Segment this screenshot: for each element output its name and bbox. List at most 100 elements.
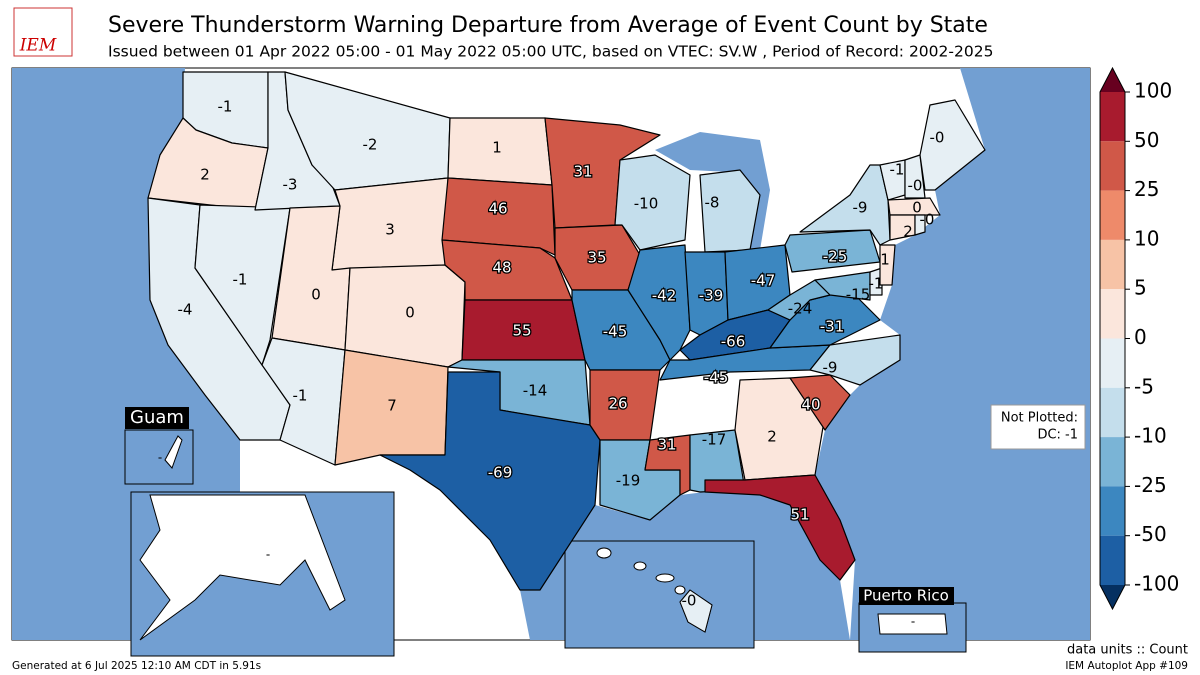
state-value-label: -0 xyxy=(682,592,697,610)
state-value-label: -1 xyxy=(233,271,248,289)
state xyxy=(379,371,601,591)
colorbar-tick-label: -50 xyxy=(1134,522,1167,546)
colorbar-under xyxy=(1100,585,1125,609)
state xyxy=(704,474,856,581)
state-value-label: 3 xyxy=(385,221,395,239)
state-value-label: 0 xyxy=(405,304,415,322)
colorbar-tick-label: 50 xyxy=(1134,128,1159,152)
colorbar-segment xyxy=(1100,190,1125,240)
state-value-label: 31 xyxy=(657,436,676,454)
state-value-label: -3 xyxy=(283,176,298,194)
state-value-label: 7 xyxy=(387,397,397,415)
hawaii-inset xyxy=(564,540,755,649)
state-value-label: -25 xyxy=(823,248,848,266)
colorbar-segment xyxy=(1100,338,1125,388)
logo: IEM xyxy=(13,7,73,57)
state-value-label: -1 xyxy=(869,275,884,293)
state-value-label: 51 xyxy=(790,506,809,524)
state-value-label: 35 xyxy=(587,249,606,267)
state-value-label: 46 xyxy=(488,200,507,218)
state-value-label: -1 xyxy=(293,387,308,405)
subtitle: Issued between 01 Apr 2022 05:00 - 01 Ma… xyxy=(108,43,993,61)
state-value-label: -9 xyxy=(823,359,838,377)
alaska-label: - xyxy=(266,548,270,562)
state-value-label: -14 xyxy=(523,382,548,400)
colorbar-segment xyxy=(1100,92,1125,142)
state-value-label: 26 xyxy=(608,395,627,413)
state-value-label: -8 xyxy=(705,194,720,212)
state xyxy=(784,229,881,273)
state-value-label: -66 xyxy=(721,333,746,351)
state-value-label: 55 xyxy=(512,322,531,340)
state-value-label: -15 xyxy=(846,286,871,304)
state-value-label: -0 xyxy=(930,129,945,147)
state-value-label: -69 xyxy=(488,464,513,482)
state-value-label: -9 xyxy=(853,199,868,217)
colorbar-tick-label: 10 xyxy=(1134,226,1159,250)
state xyxy=(699,169,761,253)
guam-label: - xyxy=(158,451,162,465)
guam-land xyxy=(164,435,183,469)
colorbar-tick-label: 100 xyxy=(1134,79,1172,103)
colorbar-segment xyxy=(1100,141,1125,191)
state-value-label: -2 xyxy=(363,136,378,154)
state-value-label: -19 xyxy=(616,472,641,490)
state xyxy=(869,267,883,296)
colorbar-tick-label: -10 xyxy=(1134,424,1167,448)
colorbar-tick-label: 0 xyxy=(1134,325,1147,349)
state-value-label: 0 xyxy=(311,286,321,304)
colorbar-segment xyxy=(1100,239,1125,290)
state-value-label: -47 xyxy=(751,272,776,290)
state-value-label: 48 xyxy=(492,259,511,277)
state-value-label: -0 xyxy=(920,211,935,229)
colorbar-over xyxy=(1100,68,1125,92)
guam-title-bg xyxy=(125,407,189,429)
state-value-label: -42 xyxy=(652,287,677,305)
state-value-label: 2 xyxy=(767,428,777,446)
pr-title-bg xyxy=(859,587,954,605)
state-value-label: 0 xyxy=(912,199,922,217)
pr-land xyxy=(877,613,948,635)
state-value-label: 1 xyxy=(492,139,502,157)
state-value-label: -1 xyxy=(218,98,233,116)
note-box xyxy=(990,404,1086,450)
state-value-label: -45 xyxy=(704,369,729,387)
colorbar-tick-label: 25 xyxy=(1134,177,1159,201)
state-value-label: -0 xyxy=(908,177,923,195)
colorbar-segment xyxy=(1100,289,1125,339)
state xyxy=(887,197,941,216)
state-value-label: -10 xyxy=(634,195,659,213)
colorbar-segment xyxy=(1100,535,1125,585)
state-value-label: 40 xyxy=(801,396,820,414)
colorbar-tick-label: -100 xyxy=(1134,572,1179,596)
state-value-label: 31 xyxy=(573,163,592,181)
generated: Generated at 6 Jul 2025 12:10 AM CDT in … xyxy=(12,660,261,672)
colorbar-segment xyxy=(1100,387,1125,438)
state xyxy=(441,177,556,256)
alaska-land xyxy=(139,494,346,641)
guam-title: Guam xyxy=(130,407,184,428)
title: Severe Thunderstorm Warning Departure fr… xyxy=(108,13,988,38)
colorbar-segment xyxy=(1100,486,1125,536)
colorbar-tick-label: -5 xyxy=(1134,374,1154,398)
state-value-label: 2 xyxy=(903,223,913,241)
state-value-label: 1 xyxy=(880,251,890,269)
app-label: IEM Autoplot App #109 xyxy=(1065,660,1188,672)
state-value-label: -31 xyxy=(820,318,845,336)
state-value-label: -24 xyxy=(788,300,813,318)
pr-label: - xyxy=(911,615,915,629)
colorbar-segment xyxy=(1100,437,1125,487)
state-value-label: -1 xyxy=(890,161,905,179)
note-line: Not Plotted: xyxy=(1001,411,1078,426)
state xyxy=(679,589,713,633)
state xyxy=(614,154,691,251)
state-value-label: -4 xyxy=(178,301,193,319)
state xyxy=(879,244,896,286)
pr-title: Puerto Rico xyxy=(863,587,949,605)
colorbar-tick-label: -25 xyxy=(1134,473,1167,497)
state xyxy=(789,374,851,431)
state-value-label: -45 xyxy=(603,323,628,341)
logo-text: IEM xyxy=(19,36,57,56)
state-value-label: -17 xyxy=(702,431,727,449)
state-value-label: -39 xyxy=(699,287,724,305)
